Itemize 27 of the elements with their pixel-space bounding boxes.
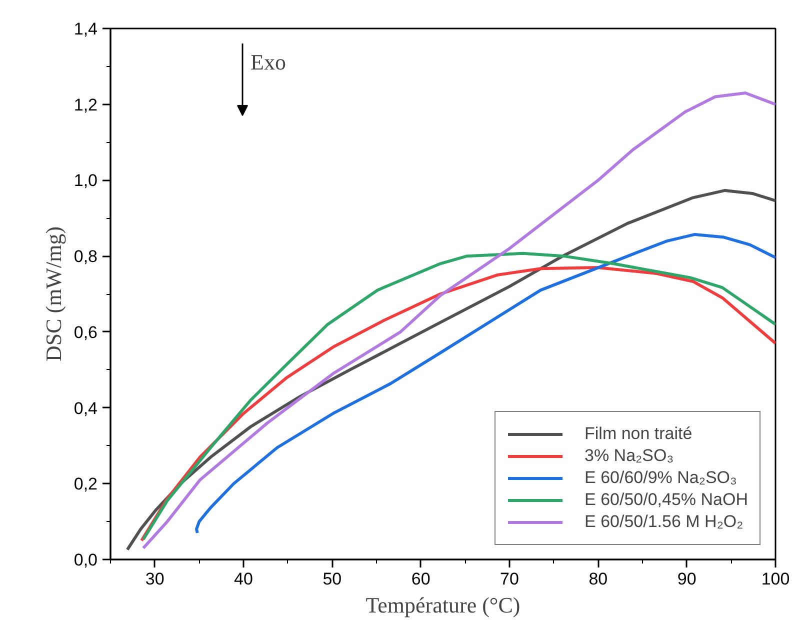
x-tick-label: 70: [500, 570, 519, 588]
legend-label: E 60/50/0,45% NaOH: [584, 490, 748, 510]
x-tick-label: 30: [145, 570, 164, 588]
legend-label: E 60/60/9% Na₂SO₃: [584, 468, 737, 488]
legend-label: Film non traité: [584, 424, 692, 444]
legend-label: 3% Na₂SO₃: [584, 446, 674, 466]
line-series: [126, 188, 776, 552]
x-tick-label: 50: [322, 570, 342, 588]
x-axis-title: Température (°C): [366, 592, 520, 618]
y-tick-label: 1,4: [74, 20, 98, 38]
x-tick-label: 40: [234, 570, 253, 588]
y-axis-title: DSC (mW/mg): [40, 226, 66, 362]
annotation: Exo: [250, 50, 286, 74]
y-tick-label: 1,2: [74, 95, 98, 114]
y-tick-label: 0,6: [74, 322, 98, 342]
y-tick-label: 0,2: [74, 474, 98, 494]
line-series: [195, 232, 776, 534]
legend-label: E 60/50/1.56 M H₂O₂: [584, 512, 744, 532]
line-series: [142, 91, 776, 550]
x-tick-label: 100: [761, 570, 790, 588]
y-tick-label: 0,0: [74, 550, 98, 570]
y-tick-label: 0,8: [74, 247, 98, 266]
x-tick-label: 90: [677, 570, 696, 588]
x-tick-label: 60: [411, 570, 430, 588]
y-tick-label: 0,4: [74, 398, 98, 418]
x-tick-label: 80: [588, 570, 608, 588]
y-tick-label: 1,0: [74, 171, 98, 190]
